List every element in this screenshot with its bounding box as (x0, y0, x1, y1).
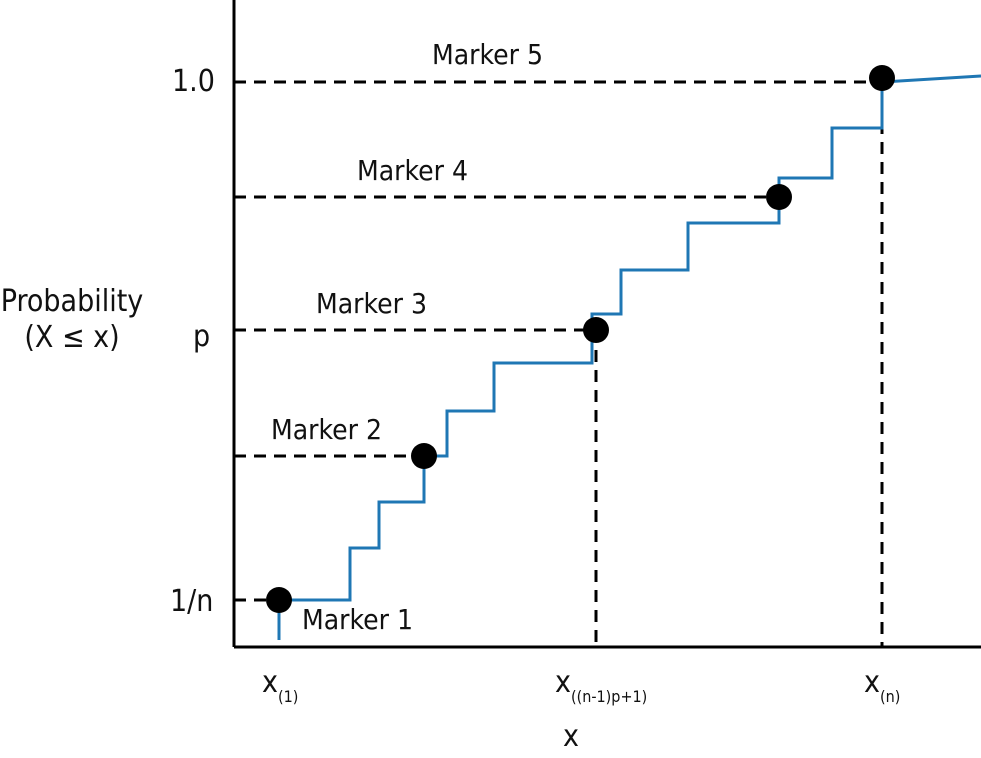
y-axis-label: Probability (X ≤ x) (0, 287, 144, 353)
y-tick-p: p (193, 319, 211, 354)
marker-1-dot (266, 587, 292, 613)
marker-2-label: Marker 2 (271, 413, 382, 446)
y-tick-1-0: 1.0 (172, 64, 215, 99)
marker-5-dot (869, 65, 895, 91)
marker-3-label: Marker 3 (316, 287, 427, 320)
x-tick-x1-sub: (1) (277, 687, 299, 706)
marker-5-label: Marker 5 (432, 38, 543, 71)
marker-4-label: Marker 4 (357, 154, 468, 187)
x-tick-xn-base: x (864, 665, 880, 700)
x-tick-x1-base: x (262, 665, 278, 700)
x-tick-xk: x((n-1)p+1) (555, 668, 647, 705)
marker-4-dot (766, 184, 792, 210)
x-tick-x1: x(1) (262, 668, 298, 705)
x-tick-xn: x(n) (864, 668, 900, 705)
y-axis-label-line1: Probability (0, 284, 144, 319)
x-tick-xn-sub: (n) (879, 687, 901, 706)
marker-1-label: Marker 1 (302, 603, 413, 636)
marker-3-dot (583, 317, 609, 343)
x-tick-xk-sub: ((n-1)p+1) (570, 687, 648, 706)
marker-2-dot (411, 443, 437, 469)
y-axis-label-line2: (X ≤ x) (24, 320, 120, 355)
y-tick-1-over-n: 1/n (170, 584, 214, 619)
x-tick-xk-base: x (555, 665, 571, 700)
x-axis-label: x (563, 719, 579, 754)
